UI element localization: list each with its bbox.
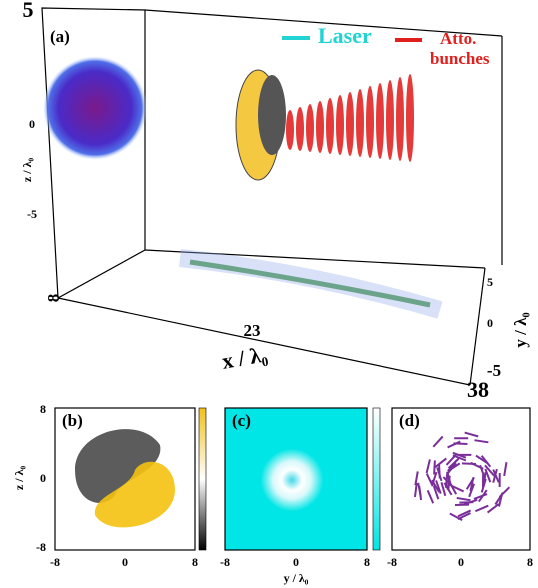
atto-bunch xyxy=(326,98,334,154)
y-tick-label: -5 xyxy=(487,361,501,380)
vector xyxy=(448,476,449,490)
x-tick-label: 0 xyxy=(458,555,464,569)
atto-bunches xyxy=(286,74,414,162)
z-tick-label: 5 xyxy=(23,0,34,22)
x-tick-label: 38 xyxy=(467,377,489,402)
atto-bunch xyxy=(306,104,314,152)
legend-text: Laser xyxy=(318,23,372,48)
x-tick-label: 8 xyxy=(527,555,533,569)
vector xyxy=(475,506,488,511)
x-tick-label: -8 xyxy=(50,555,60,569)
vector xyxy=(465,433,478,437)
x-tick-label: -8 xyxy=(387,555,397,569)
ring xyxy=(250,438,334,522)
panel-label: (c) xyxy=(232,411,251,430)
y-tick-label: -8 xyxy=(36,540,46,554)
y-tick-label: 5 xyxy=(487,275,493,289)
vector xyxy=(504,462,506,476)
z-tick-label: 0 xyxy=(29,117,35,131)
vector xyxy=(415,483,417,497)
vector xyxy=(419,486,421,500)
panel-c: (c) -8 0 8 y / λ₀ xyxy=(220,408,380,585)
atto-bunch xyxy=(336,95,344,155)
x-axis-label: x / λ₀ xyxy=(220,341,270,374)
panel-label: (b) xyxy=(62,411,83,430)
colorbar xyxy=(373,408,380,550)
atto-bunch xyxy=(386,80,394,160)
atto-bunch xyxy=(296,107,304,151)
y-tick-label: 0 xyxy=(487,316,493,330)
x-tick-label: 8 xyxy=(364,555,370,569)
corner-tick: 8 xyxy=(44,294,63,303)
atto-bunch xyxy=(376,83,384,159)
y-axis-label: y / λ₀ xyxy=(511,312,530,347)
vector xyxy=(457,498,471,500)
atto-bunch xyxy=(346,92,354,156)
panel-a: (a) Laser Atto. bunches 5 0 -5 z / λ₀ 8 … xyxy=(20,0,530,402)
atto-bunch xyxy=(316,101,324,153)
atto-bunch xyxy=(396,77,404,161)
vector xyxy=(428,490,434,503)
y-axis-label: z / λ₀ xyxy=(12,466,26,491)
vector-field xyxy=(415,433,509,521)
vector xyxy=(433,436,442,446)
vector xyxy=(488,504,499,513)
figure: (a) Laser Atto. bunches 5 0 -5 z / λ₀ 8 … xyxy=(0,0,538,588)
panel-d: (d) -8 0 8 xyxy=(387,408,533,569)
vector xyxy=(427,459,430,473)
x-tick-label: 0 xyxy=(122,555,128,569)
panel-b: (b) 8 0 -8 z / λ₀ -8 0 8 xyxy=(12,402,206,569)
vector xyxy=(475,440,489,442)
legend-text: bunches xyxy=(430,49,490,68)
frame-line xyxy=(470,268,485,385)
x-tick-label: 8 xyxy=(192,555,198,569)
projection-disk xyxy=(43,56,147,160)
y-tick-label: 0 xyxy=(40,471,46,485)
colorbar xyxy=(199,408,206,550)
atto-bunch xyxy=(356,89,364,157)
x-axis-label: y / λ₀ xyxy=(284,571,309,585)
x-tick-label: 0 xyxy=(293,555,299,569)
panel-label: (a) xyxy=(50,27,70,46)
atto-bunch xyxy=(286,110,294,150)
atto-bunch xyxy=(406,74,414,162)
vector xyxy=(434,460,435,474)
y-tick-label: 8 xyxy=(40,402,46,416)
z-tick-label: -5 xyxy=(27,207,37,221)
x-tick-label: 23 xyxy=(244,321,261,340)
cut-core xyxy=(258,75,286,155)
atto-bunch xyxy=(366,86,374,158)
projection-halo xyxy=(180,258,440,310)
x-tick-label: -8 xyxy=(220,555,230,569)
vector xyxy=(435,458,446,467)
panel-label: (d) xyxy=(399,411,420,430)
legend-text: Atto. xyxy=(440,29,476,48)
vector xyxy=(462,463,476,464)
z-axis-label: z / λ₀ xyxy=(20,158,34,183)
